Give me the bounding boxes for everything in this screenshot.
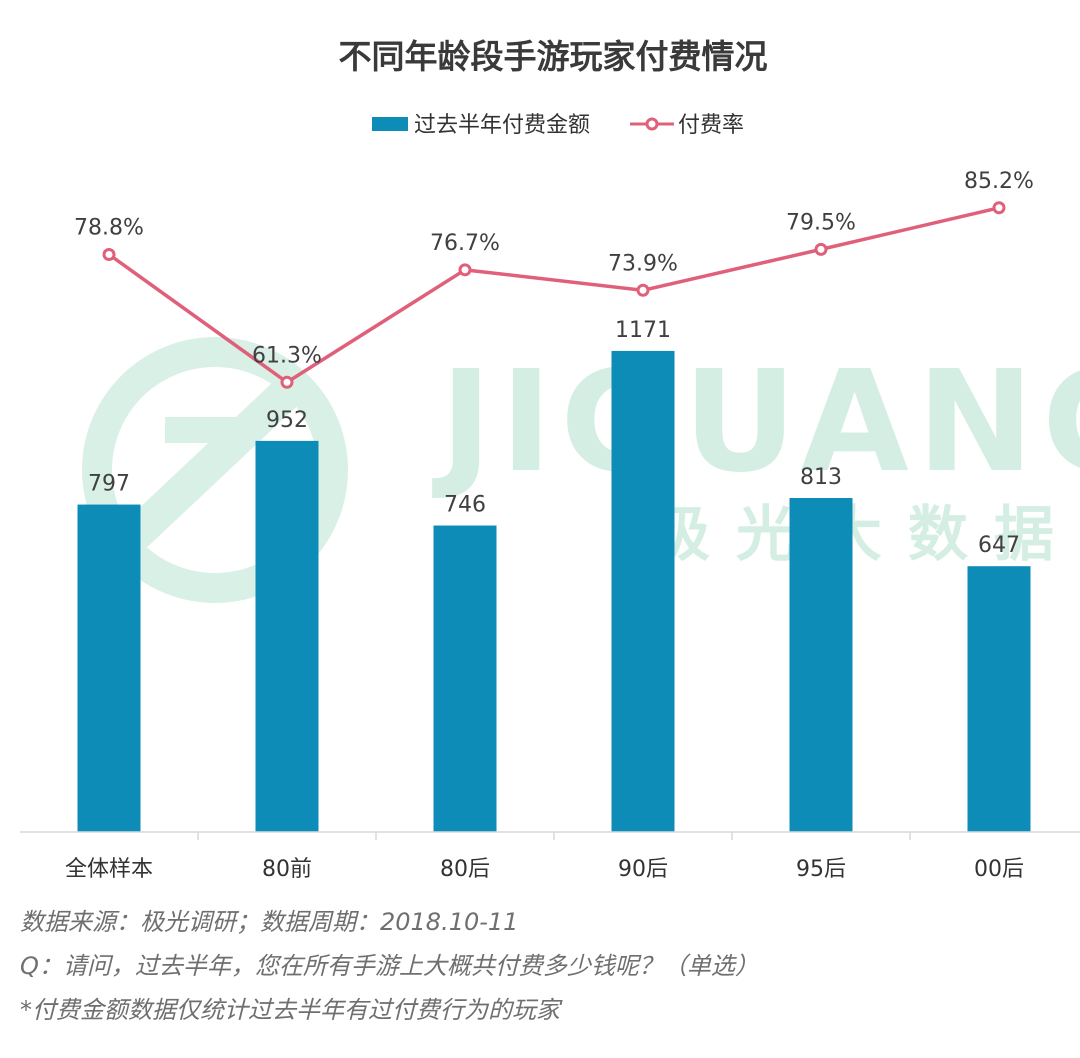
rate-value-label: 73.9% (608, 251, 678, 276)
legend: 过去半年付费金额 付费率 (372, 113, 744, 138)
x-tick-label: 80后 (440, 857, 490, 882)
watermark-text: JIGUANG (432, 341, 1080, 504)
rate-point-1 (280, 375, 294, 389)
x-axis-tick-labels: 全体样本 80前 80后 90后 95后 00后 (65, 857, 1024, 882)
x-tick-label: 90后 (618, 857, 668, 882)
rate-line-group (102, 201, 1006, 389)
x-tick-label: 全体样本 (65, 857, 153, 882)
legend-swatch-marker (645, 117, 659, 131)
x-axis-ticks (197, 832, 911, 840)
chart: JIGUANG 极光大数据 不同年龄段手游玩家付费情况 过去半年付费金额 付费率… (20, 37, 1080, 882)
bar-1 (255, 440, 319, 832)
bar-value-label: 647 (978, 533, 1020, 558)
bar-4 (789, 497, 853, 832)
bar-value-label: 1171 (615, 318, 671, 343)
legend-label-bar: 过去半年付费金额 (414, 113, 590, 138)
rate-labels: 78.8% 61.3% 76.7% 73.9% 79.5% 85.2% (74, 169, 1034, 368)
bar-2 (433, 525, 497, 832)
bars (77, 350, 1031, 832)
rate-value-label: 61.3% (252, 343, 322, 368)
chart-title: 不同年龄段手游玩家付费情况 (339, 37, 768, 76)
notes: 数据来源：极光调研；数据周期：2018.10-11 Q：请问，过去半年，您在所有… (20, 900, 1070, 1032)
source-note: 数据来源：极光调研；数据周期：2018.10-11 (20, 908, 519, 936)
bar-labels: 797 952 746 1171 813 647 (88, 318, 1020, 558)
rate-point-4 (814, 242, 828, 256)
rate-point-2 (458, 263, 472, 277)
bar-value-label: 746 (444, 493, 486, 518)
rate-point-3 (636, 283, 650, 297)
x-tick-label: 00后 (974, 857, 1024, 882)
rate-value-label: 76.7% (430, 231, 500, 256)
bar-value-label: 797 (88, 472, 130, 497)
watermark: JIGUANG 极光大数据 (82, 337, 1080, 603)
bar-3 (611, 350, 675, 832)
rate-point-5 (992, 201, 1006, 215)
legend-label-line: 付费率 (678, 113, 744, 138)
bar-value-label: 813 (800, 465, 842, 490)
rate-value-label: 78.8% (74, 216, 144, 241)
rate-point-0 (102, 248, 116, 261)
footnote: *付费金额数据仅统计过去半年有过付费行为的玩家 (20, 996, 560, 1024)
bar-5 (967, 566, 1031, 832)
watermark-logo-icon (82, 337, 348, 603)
bar-0 (77, 504, 141, 832)
question-note: Q：请问，过去半年，您在所有手游上大概共付费多少钱呢？（单选） (20, 952, 759, 980)
bar-value-label: 952 (266, 408, 308, 433)
rate-value-label: 79.5% (786, 210, 856, 235)
rate-line (107, 206, 1000, 384)
legend-swatch-bar (372, 117, 408, 131)
rate-value-label: 85.2% (964, 169, 1034, 194)
x-tick-label: 80前 (262, 857, 312, 882)
x-tick-label: 95后 (796, 857, 846, 882)
